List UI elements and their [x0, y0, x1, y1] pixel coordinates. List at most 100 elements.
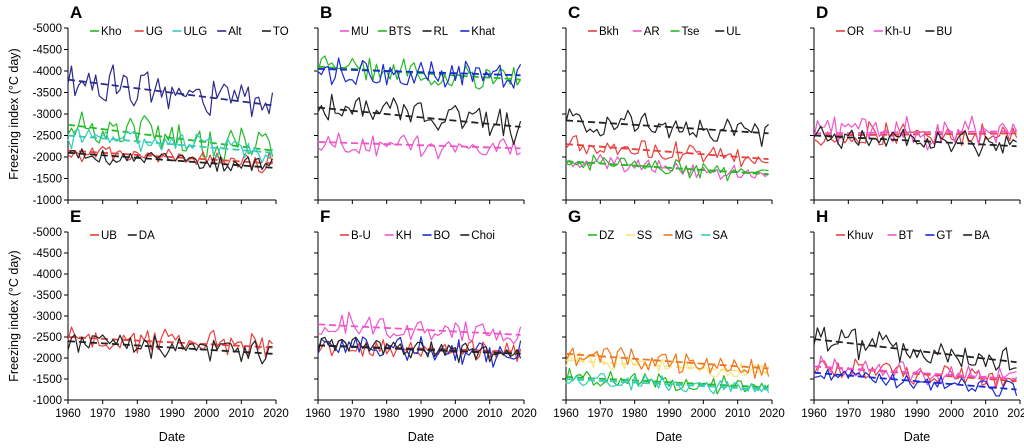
legend-label-ar: AR [644, 26, 660, 38]
series-line-choi [317, 336, 522, 364]
panel-letter: B [320, 3, 332, 22]
trend-line-bkh [565, 143, 769, 161]
x-tick-label: 1960 [55, 408, 81, 420]
x-tick-label: 2000 [939, 408, 965, 420]
legend-label-ul: UL [726, 26, 741, 38]
legend-label-kh: KH [396, 230, 412, 242]
panel-letter: G [568, 207, 581, 226]
series-line-ba [813, 326, 1017, 371]
legend-label-gt: GT [936, 230, 952, 242]
trend-line-mg [565, 352, 769, 370]
x-tick-label: 1990 [408, 408, 434, 420]
legend-label-bo: BO [434, 230, 451, 242]
panel-g: 1960 1970 1980 1990 2000 2010 2020 Date G DZ SS MG S… [553, 207, 785, 444]
y-tick-label: -3500 [33, 290, 62, 302]
y-tick-label: -1000 [33, 195, 62, 207]
series-line-alt [67, 64, 274, 118]
series-line-rl [317, 93, 522, 145]
panel-d: D OR Kh-U BU [810, 3, 1021, 204]
legend-label-ub: UB [101, 230, 117, 242]
trend-line-mu [317, 141, 521, 150]
legend-label-bts: BTS [389, 26, 412, 38]
trend-line-kho [67, 123, 273, 152]
trend-line-sa [565, 378, 769, 391]
trend-line-bt [813, 365, 1017, 380]
trend-line-bu [813, 134, 1017, 148]
legend-label-b-u: B-U [351, 230, 371, 242]
legend-label-or: OR [847, 26, 864, 38]
x-tick-label: 1970 [836, 408, 862, 420]
legend-label-bt: BT [899, 230, 914, 242]
y-tick-label: -4000 [33, 66, 62, 78]
panel-f: 1960 1970 1980 1990 2000 2010 2020 Date F B-U KH BO… [305, 207, 537, 444]
y-axis-title-bottom: Freezing index (°C day) [7, 250, 21, 381]
trend-line-rl [317, 106, 521, 128]
legend-label-bkh: Bkh [599, 26, 619, 38]
x-axis-title: Date [408, 430, 434, 444]
y-tick-label: -3000 [33, 311, 62, 323]
legend-label-kho: Kho [101, 26, 121, 38]
series-line-kh-u [813, 115, 1018, 151]
trend-line-tse [565, 160, 769, 176]
y-tick-label: -5000 [33, 227, 62, 239]
series-line-bkh [565, 135, 769, 168]
legend-label-ss: SS [637, 230, 653, 242]
x-tick-label: 1980 [374, 408, 400, 420]
y-tick-label: -1500 [33, 174, 62, 186]
series-line-ug [67, 146, 274, 174]
x-tick-label: 1970 [588, 408, 614, 420]
legend-label-da: DA [139, 230, 155, 242]
trend-line-alt [67, 78, 273, 107]
x-axis-title: Date [656, 430, 682, 444]
series-line-sa [566, 373, 770, 395]
x-tick-label: 1990 [159, 408, 185, 420]
x-axis-title: Date [904, 430, 930, 444]
legend-label-ulg: ULG [184, 26, 208, 38]
legend-label-ug: UG [146, 26, 163, 38]
series-line-mu [317, 132, 521, 160]
x-tick-label: 1970 [90, 408, 116, 420]
panel-c: C Bkh AR Tse UL [562, 3, 773, 204]
x-tick-label: 2020 [511, 408, 537, 420]
panel-h: 1960 1970 1980 1990 2000 2010 2020 Date H Khuv BT G… [801, 207, 1024, 444]
trend-line-ulg [67, 134, 273, 154]
trend-line-ul [565, 119, 769, 135]
trend-line-kh [317, 323, 521, 336]
x-axis-title: Date [159, 430, 185, 444]
panel-letter: A [70, 3, 82, 22]
series-line-gt [813, 368, 1018, 397]
x-tick-label: 2000 [443, 408, 469, 420]
x-tick-label: 2020 [1007, 408, 1024, 420]
series-line-or [813, 121, 1018, 147]
legend-label-sa: SA [712, 230, 728, 242]
y-tick-label: -4000 [33, 269, 62, 281]
x-tick-label: 2010 [725, 408, 751, 420]
y-tick-label: -2500 [33, 131, 62, 143]
panel-letter: H [816, 207, 828, 226]
x-tick-label: 2000 [194, 408, 220, 420]
legend-label-to: TO [273, 26, 289, 38]
x-tick-label: 1960 [553, 408, 579, 420]
legend-label-ba: BA [974, 230, 990, 242]
y-tick-label: -2000 [33, 152, 62, 164]
y-tick-label: -1000 [33, 395, 62, 407]
x-tick-label: 1990 [656, 408, 682, 420]
trend-line-khat [317, 67, 521, 77]
y-tick-label: -2500 [33, 332, 62, 344]
series-line-ulg [67, 128, 274, 164]
series-line-ss [565, 350, 770, 378]
series-line-da [67, 334, 273, 365]
x-tick-label: 2020 [759, 408, 785, 420]
legend-label-dz: DZ [599, 230, 614, 242]
x-tick-label: 2010 [229, 408, 255, 420]
legend-label-mu: MU [351, 26, 369, 38]
panel-a: -5000 -4500 -4000 -3500 -3000 -2500 -2000 -1500… [33, 3, 289, 207]
trend-line-ss [565, 359, 769, 374]
series-line-bts [317, 55, 522, 90]
x-tick-label: 1970 [340, 408, 366, 420]
y-tick-label: -4500 [33, 45, 62, 57]
trend-line-ub [67, 336, 273, 349]
legend-label-khat: Khat [471, 26, 495, 38]
legend-label-tse: Tse [682, 26, 700, 38]
x-tick-label: 2010 [973, 408, 999, 420]
